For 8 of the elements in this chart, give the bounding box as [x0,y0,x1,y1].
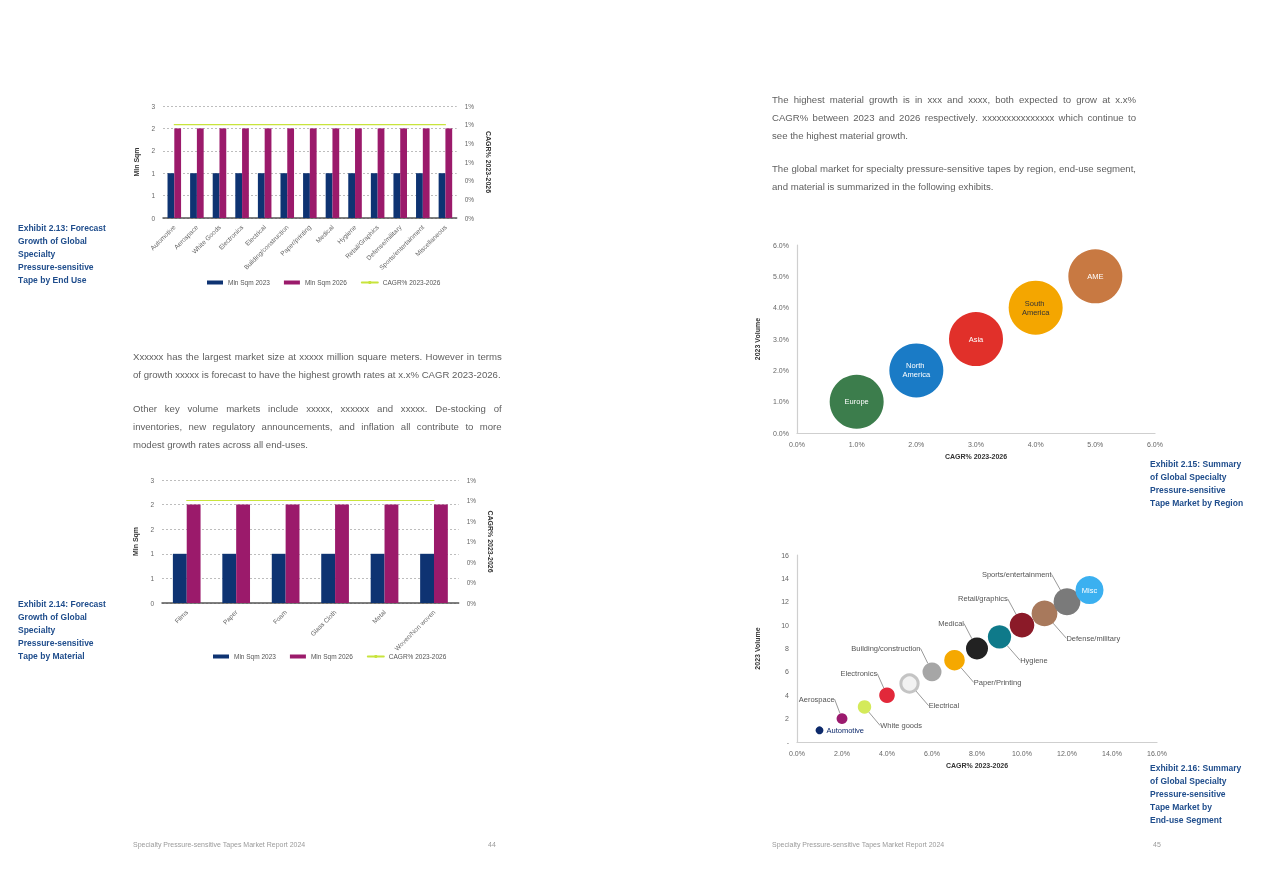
text: Other key volume markets include xxxxx, xxxxxx and xxxxx. De-stocking of inventories, new regulatory announcements, and inflation all contribute to more modest growth rates across all end-uses. [133,403,502,450]
chart-title: Exhibit 2.14: Forecast Growth of Global Specialty Pressure-sensitive Tape by Material [18,599,106,661]
chart-title: Exhibit 2.16: Summary of Global Specialty Pressure-sensitive Tape Market by End-use Segment [1150,763,1242,825]
text: Xxxxxx has the largest market size at xxxxx million square meters. However in terms of growth xxxxx is forecast to have the highest growth rates at x.x% CAGR 2023-2026. [133,351,502,380]
chart-title: Exhibit 2.15: Summary of Global Specialty Pressure-sensitive Tape Market by Region [1150,459,1244,508]
chart-title: Exhibit 2.13: Forecast Growth of Global Specialty Pressure-sensitive Tape by End Use [18,223,106,285]
text: The global market for specialty pressure-sensitive tapes by region, end-use segment, and material is summarized in the following exhibits. [772,163,1137,192]
text: The highest material growth is in xxx and xxxx, both expected to grow at x.x% CAGR% between 2023 and 2026 respectively. xxxxxxxxxxxxxxx which continue to see the highest material growth. [772,94,1137,141]
